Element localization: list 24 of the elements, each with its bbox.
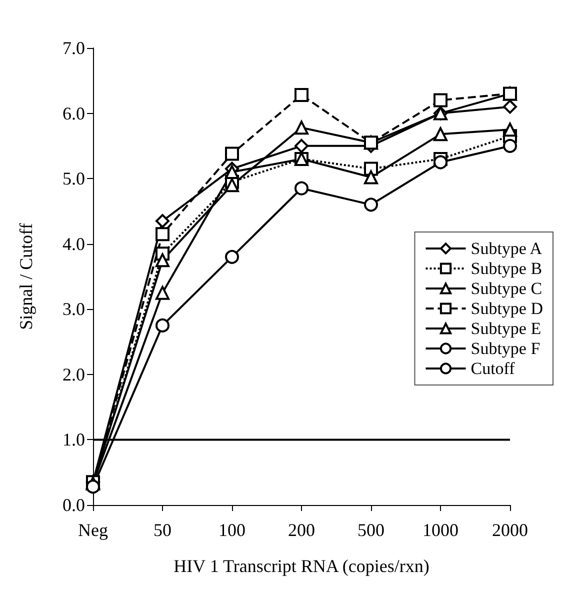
- y-tick-label: 1.0: [62, 430, 85, 450]
- legend-label: Subtype E: [470, 319, 542, 338]
- y-tick-label: 0.0: [62, 495, 85, 515]
- x-tick-label: 500: [358, 520, 384, 540]
- x-tick-label: 100: [218, 520, 246, 540]
- y-tick-label: 6.0: [62, 103, 85, 124]
- legend-label: Subtype F: [470, 339, 540, 358]
- legend-label: Subtype C: [470, 279, 542, 298]
- legend-label: Cutoff: [470, 359, 516, 378]
- x-tick-label: Neg: [78, 520, 108, 540]
- y-axis-title: Signal / Cutoff: [16, 223, 36, 330]
- x-tick-label: 50: [154, 520, 172, 540]
- legend-label: Subtype D: [470, 299, 543, 318]
- y-tick-label: 3.0: [62, 299, 85, 320]
- x-tick-label: 1000: [422, 520, 458, 540]
- x-tick-label: 2000: [492, 520, 528, 540]
- y-tick-label: 4.0: [62, 234, 85, 254]
- y-tick-label: 5.0: [62, 168, 85, 189]
- legend-label: Subtype B: [470, 259, 542, 278]
- legend-label: Subtype A: [470, 239, 543, 258]
- x-axis-title: HIV 1 Transcript RNA (copies/rxn): [174, 556, 430, 576]
- y-tick-label: 2.0: [62, 364, 85, 384]
- x-tick-label: 200: [288, 520, 315, 540]
- y-tick-label: 7.0: [62, 38, 85, 58]
